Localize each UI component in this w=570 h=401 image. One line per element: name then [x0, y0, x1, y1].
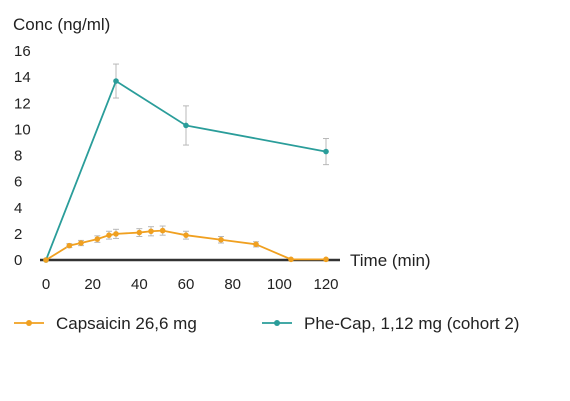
data-point	[159, 227, 166, 234]
y-tick-label: 0	[14, 252, 22, 269]
data-point	[136, 229, 143, 236]
y-tick-label: 4	[14, 200, 22, 217]
data-point	[253, 241, 259, 248]
x-tick-labels: 0 20 40 60 80 100 120	[42, 276, 339, 293]
data-point	[106, 232, 112, 238]
x-axis-label: Time (min)	[350, 251, 431, 270]
data-point	[78, 240, 84, 246]
data-point	[43, 257, 49, 263]
y-tick-label: 16	[14, 43, 31, 60]
y-tick-label: 12	[14, 95, 31, 112]
y-tick-label: 2	[14, 226, 22, 243]
legend-label: Phe-Cap, 1,12 mg (cohort 2)	[304, 314, 519, 333]
data-point	[323, 256, 329, 263]
legend-item: Capsaicin 26,6 mg	[14, 314, 197, 333]
legend-marker	[274, 320, 280, 326]
data-point	[113, 78, 119, 84]
data-point	[66, 242, 73, 249]
legend-label: Capsaicin 26,6 mg	[56, 314, 197, 333]
data-point	[218, 236, 224, 243]
y-tick-label: 8	[14, 148, 22, 165]
y-tick-label: 6	[14, 174, 22, 191]
x-tick-label: 60	[178, 276, 195, 293]
data-point	[148, 228, 154, 235]
legend: Capsaicin 26,6 mg Phe-Cap, 1,12 mg (cohor…	[14, 314, 519, 333]
y-axis-label: Conc (ng/ml)	[13, 15, 110, 34]
y-tick-label: 10	[14, 121, 31, 138]
series-group	[43, 63, 329, 263]
series-line	[45, 79, 327, 261]
x-tick-label: 120	[313, 276, 338, 293]
x-tick-label: 20	[84, 276, 101, 293]
data-point	[183, 232, 189, 238]
x-tick-label: 0	[42, 276, 50, 293]
legend-marker	[26, 320, 32, 326]
data-point	[183, 122, 189, 129]
legend-item: Phe-Cap, 1,12 mg (cohort 2)	[262, 314, 519, 333]
x-tick-label: 40	[131, 276, 148, 293]
x-tick-label: 100	[267, 276, 292, 293]
data-point	[323, 148, 329, 155]
series-0	[43, 225, 329, 263]
data-point	[288, 256, 294, 263]
x-tick-label: 80	[224, 276, 241, 293]
y-tick-label: 14	[14, 69, 31, 86]
y-tick-labels: 0 2 4 6 8 10 12 14 16	[14, 43, 31, 269]
data-point	[94, 236, 101, 242]
data-point	[113, 231, 119, 237]
